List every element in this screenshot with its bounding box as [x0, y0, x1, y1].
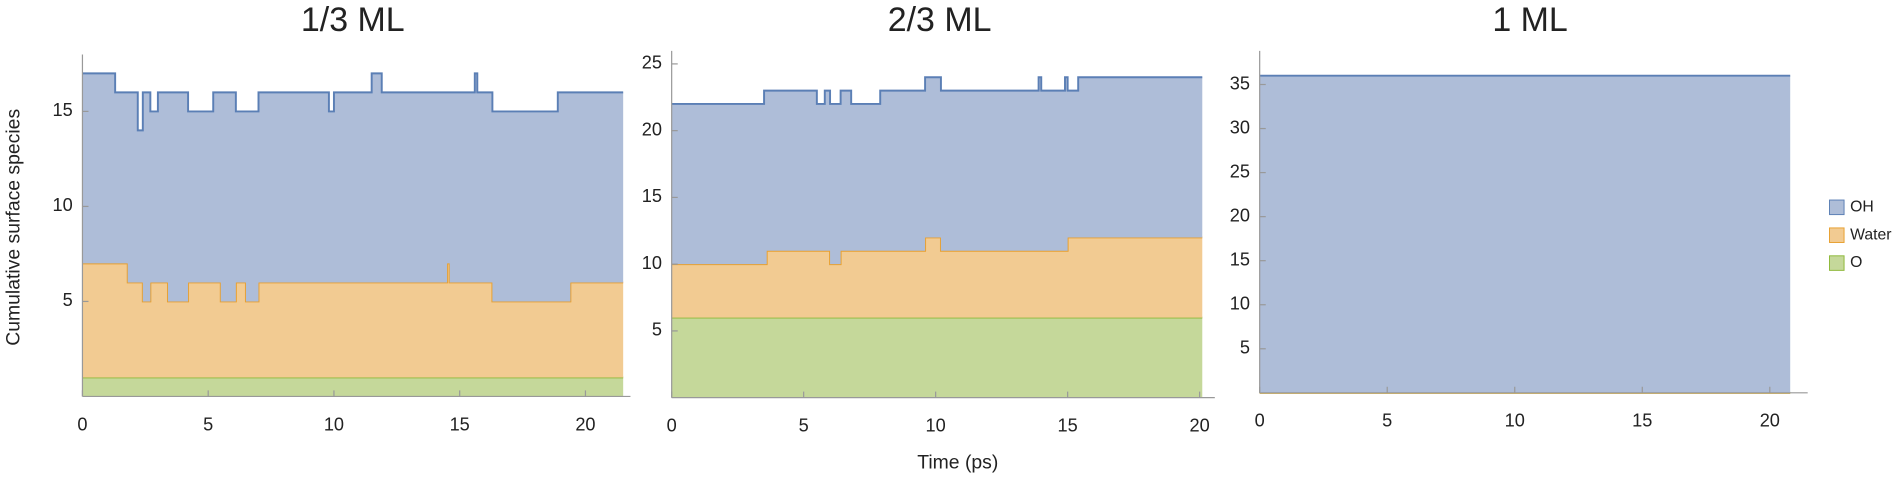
y-tick-label: 5	[652, 320, 662, 340]
area	[82, 263, 624, 378]
y-tick-label: 15	[1230, 249, 1250, 269]
y-tick-label: 10	[1230, 294, 1250, 314]
area-edge	[671, 76, 1203, 105]
y-tick-label: 20	[642, 119, 662, 139]
legend-swatch	[1829, 199, 1845, 216]
area	[82, 73, 624, 302]
x-tick-label: 20	[575, 414, 595, 434]
x-axis-label: Time (ps)	[917, 451, 998, 473]
x-tick-label: 0	[77, 414, 87, 434]
area	[671, 237, 1203, 318]
y-tick-label: 15	[53, 100, 73, 120]
panels: 1/3 ML 5 10 15 0 5 10 15 20 Cumulative surface sp…	[3, 1, 1892, 473]
y-tick-label: 25	[642, 53, 662, 73]
x-tick-label: 10	[926, 416, 946, 436]
y-tick-label: 35	[1230, 73, 1250, 93]
area	[82, 377, 624, 397]
x-tick-label: 0	[667, 416, 677, 436]
y-axis-label: Cumulative surface species	[3, 109, 25, 346]
x-tick-label: 15	[1058, 416, 1078, 436]
y-tick-label: 10	[642, 253, 662, 273]
area-edge	[82, 72, 624, 132]
x-tick-label: 10	[1505, 411, 1525, 431]
y-tick-label: 15	[642, 186, 662, 206]
y-tick-label: 25	[1230, 161, 1250, 181]
y-tick-label: 30	[1230, 117, 1250, 137]
area	[671, 317, 1203, 398]
x-tick-label: 10	[324, 414, 344, 434]
x-tick-label: 20	[1190, 416, 1210, 436]
panel-title: 1/3 ML	[301, 1, 405, 39]
x-tick-label: 15	[450, 414, 470, 434]
y-tick-label: 5	[63, 290, 73, 310]
x-tick-label: 20	[1760, 411, 1780, 431]
area	[671, 77, 1203, 265]
panel-title: 2/3 ML	[888, 1, 992, 39]
legend-swatch	[1829, 227, 1845, 243]
x-tick-label: 15	[1632, 411, 1652, 431]
legend-label: O	[1850, 254, 1862, 271]
x-tick-label: 5	[1382, 411, 1392, 431]
legend-swatch	[1829, 255, 1845, 271]
area	[1259, 75, 1791, 393]
x-tick-label: 5	[799, 416, 809, 436]
x-tick-label: 5	[203, 414, 213, 434]
y-tick-label: 10	[53, 195, 73, 215]
x-tick-label: 0	[1255, 411, 1265, 431]
legend-label: OH	[1850, 198, 1874, 215]
y-tick-label: 20	[1230, 205, 1250, 225]
panel-title: 1 ML	[1492, 1, 1567, 39]
y-tick-label: 5	[1240, 338, 1250, 358]
legend-label: Water	[1850, 226, 1891, 243]
